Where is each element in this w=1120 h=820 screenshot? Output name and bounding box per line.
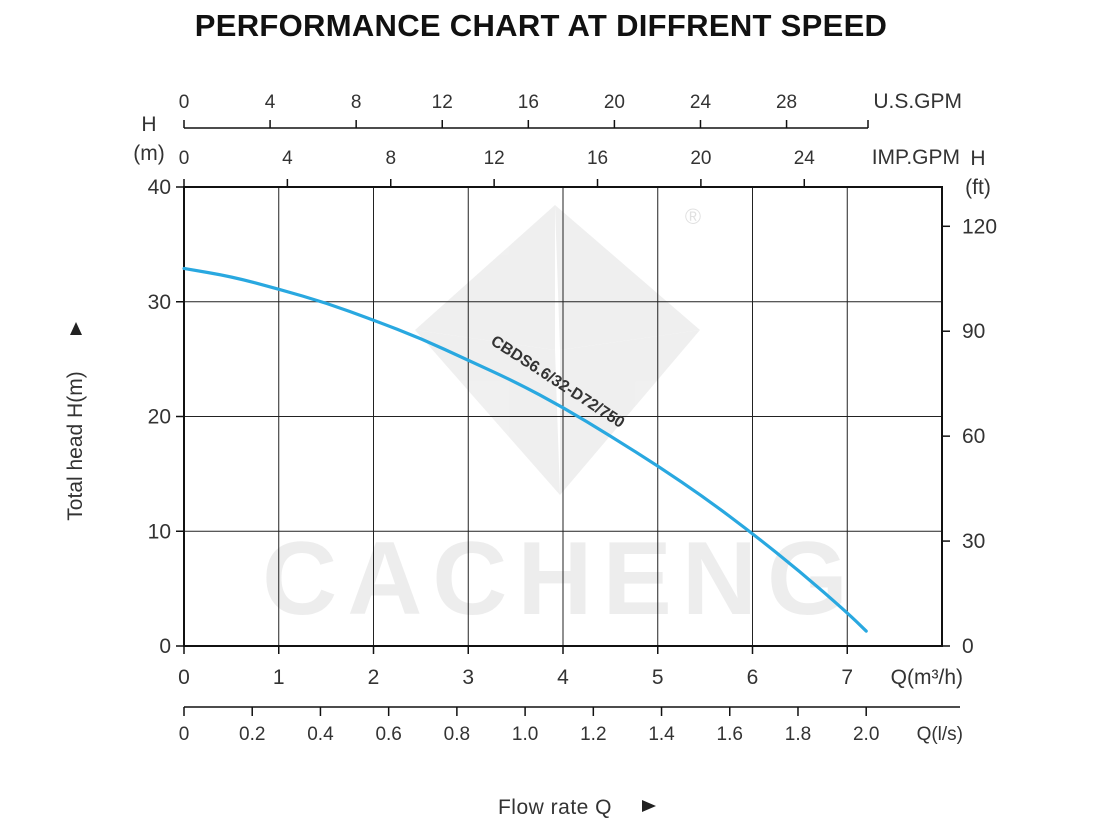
x-lps-tick-label: 1.8 — [785, 724, 811, 745]
x-usgpm-tick-label: 24 — [690, 92, 712, 113]
x-lps-tick-label: 1.4 — [648, 724, 675, 745]
y-right-unit-label: (ft) — [965, 176, 991, 199]
registered-mark-icon: ® — [685, 204, 701, 229]
y-left-unit-label: (m) — [133, 142, 164, 165]
x-impgpm-tick-label: 0 — [179, 148, 190, 169]
x-lps-tick-label: 0.2 — [239, 724, 265, 745]
x-usgpm-unit-label: U.S.GPM — [873, 90, 962, 113]
x-lps-tick-label: 0 — [179, 724, 190, 745]
x-lps-tick-label: 1.0 — [512, 724, 538, 745]
x-axis-arrow-icon — [642, 800, 656, 812]
y-right-unit-label: H — [970, 147, 985, 170]
x-lps-tick-label: 0.4 — [307, 724, 334, 745]
x-usgpm-tick-label: 4 — [265, 92, 276, 113]
x-tick-label: 5 — [652, 666, 664, 689]
x-impgpm-tick-label: 8 — [385, 148, 396, 169]
watermark-logo-icon — [415, 205, 700, 495]
x-tick-label: 6 — [747, 666, 759, 689]
x-tick-label: 1 — [273, 666, 285, 689]
y-right-tick-label: 90 — [962, 320, 985, 343]
x-tick-label: 7 — [841, 666, 853, 689]
x-tick-label: 0 — [178, 666, 190, 689]
x-usgpm-tick-label: 8 — [351, 92, 362, 113]
x-usgpm-tick-label: 16 — [518, 92, 539, 113]
y-left-tick-label: 40 — [148, 176, 171, 199]
series-line — [182, 266, 868, 633]
x-tick-label: 2 — [368, 666, 380, 689]
y-right-tick-label: 60 — [962, 425, 985, 448]
x-lps-tick-label: 0.8 — [444, 724, 470, 745]
x-unit-label: Q(m³/h) — [891, 666, 963, 689]
x-usgpm-tick-label: 0 — [179, 92, 190, 113]
x-lps-unit-label: Q(l/s) — [917, 724, 963, 745]
x-tick-label: 3 — [462, 666, 474, 689]
x-impgpm-tick-label: 20 — [690, 148, 711, 169]
y-left-tick-label: 10 — [148, 520, 171, 543]
y-right-tick-label: 120 — [962, 215, 997, 238]
x-impgpm-unit-label: IMP.GPM — [872, 146, 960, 169]
x-impgpm-tick-label: 24 — [794, 148, 816, 169]
x-tick-label: 4 — [557, 666, 569, 689]
x-axis-title: Flow rate Q — [498, 796, 612, 819]
chart-title: PERFORMANCE CHART AT DIFFRENT SPEED — [194, 8, 888, 43]
y-right-tick-label: 0 — [962, 635, 974, 658]
y-right-tick-label: 30 — [962, 530, 985, 553]
y-left-tick-label: 20 — [148, 406, 171, 429]
x-lps-tick-label: 0.6 — [375, 724, 401, 745]
x-usgpm-tick-label: 28 — [776, 92, 797, 113]
y-left-tick-label: 0 — [159, 635, 171, 658]
x-lps-tick-label: 1.2 — [580, 724, 606, 745]
x-usgpm-tick-label: 20 — [604, 92, 625, 113]
x-impgpm-tick-label: 16 — [587, 148, 608, 169]
y-axis-title: Total head H(m) — [64, 371, 87, 520]
x-usgpm-tick-label: 12 — [432, 92, 453, 113]
y-axis-arrow-icon — [70, 322, 82, 335]
watermark-text: CACHENG — [262, 521, 858, 637]
x-lps-tick-label: 1.6 — [717, 724, 743, 745]
y-left-unit-label: H — [141, 113, 156, 136]
y-left-tick-label: 30 — [148, 291, 171, 314]
x-lps-tick-label: 2.0 — [853, 724, 879, 745]
x-impgpm-tick-label: 4 — [282, 148, 293, 169]
x-impgpm-tick-label: 12 — [484, 148, 505, 169]
